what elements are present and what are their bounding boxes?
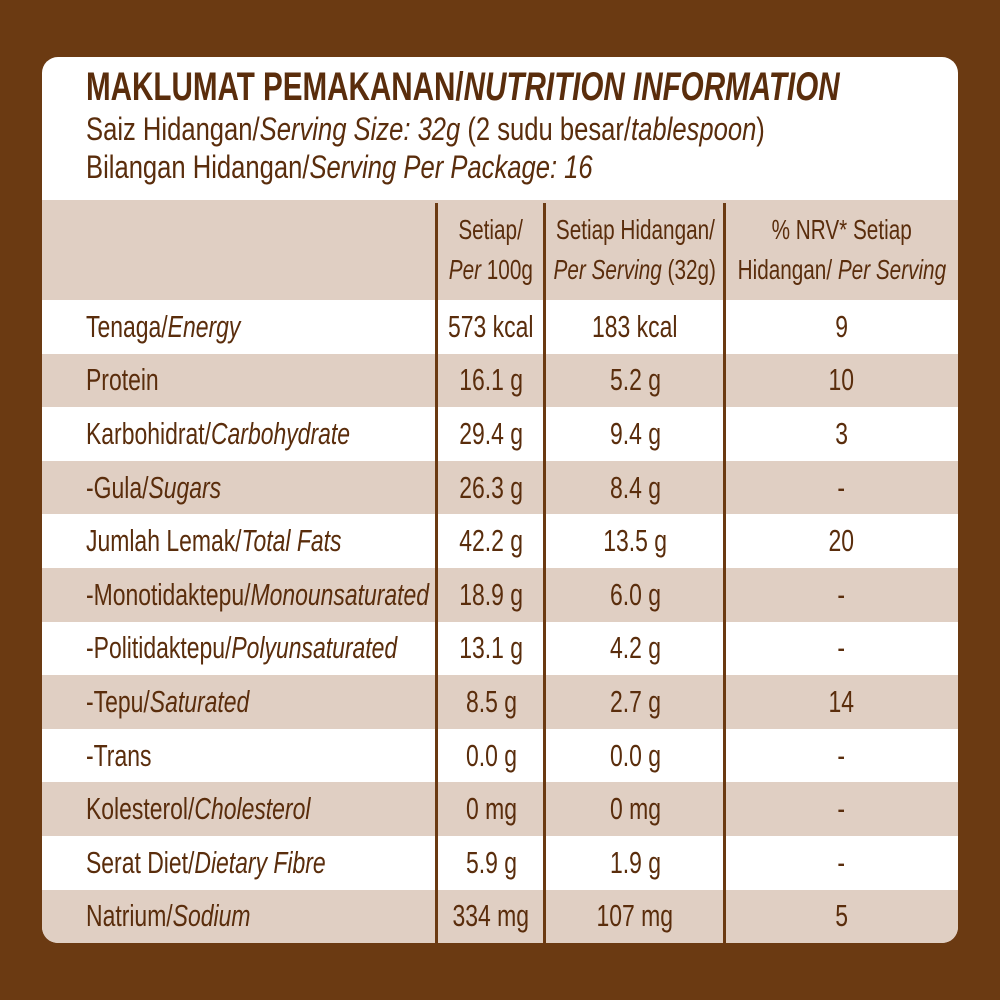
value-per-serving: 4.2 g (609, 630, 661, 666)
value-nrv: - (837, 844, 846, 880)
value-nrv: 5 (835, 898, 848, 934)
value-per-100g: 0 mg (465, 791, 517, 827)
table-row: -Trans 0.0 g 0.0 g - (42, 729, 958, 783)
table-row: Kolesterol/Cholesterol 0 mg 0 mg - (42, 782, 958, 836)
column-divider (435, 203, 438, 943)
value-per-serving: 5.2 g (609, 362, 661, 398)
nutrient-name: Natrium/Sodium (86, 898, 251, 934)
value-per-100g: 26.3 g (459, 469, 523, 505)
serving-size: Saiz Hidangan/Serving Size: 32g (2 sudu … (86, 111, 765, 147)
column-divider (723, 203, 726, 943)
value-per-100g: 334 mg (452, 898, 530, 934)
value-per-serving: 0 mg (609, 791, 661, 827)
header-nrv: % NRV* Setiap Hidangan/ Per Serving (737, 214, 946, 285)
header-per-serving: Setiap Hidangan/Per Serving (32g) (553, 214, 717, 285)
table-row: Serat Diet/Dietary Fibre 5.9 g 1.9 g - (42, 836, 958, 890)
nutrient-name: -Trans (86, 737, 152, 773)
value-per-100g: 0.0 g (465, 737, 517, 773)
value-per-100g: 18.9 g (459, 576, 523, 612)
value-per-100g: 8.5 g (465, 683, 517, 719)
nutrient-name: Karbohidrat/Carbohydrate (86, 415, 350, 451)
nutrient-name: Serat Diet/Dietary Fibre (86, 844, 326, 880)
table-row: -Tepu/Saturated 8.5 g 2.7 g 14 (42, 675, 958, 729)
value-nrv: - (837, 737, 846, 773)
value-per-serving: 183 kcal (592, 308, 678, 344)
table-row: Jumlah Lemak/Total Fats 42.2 g 13.5 g 20 (42, 514, 958, 568)
value-nrv: - (837, 469, 846, 505)
value-nrv: 20 (828, 523, 855, 559)
column-divider (543, 203, 546, 943)
value-nrv: 14 (828, 683, 855, 719)
value-per-serving: 6.0 g (609, 576, 661, 612)
nutrition-label: MAKLUMAT PEMAKANAN/NUTRITION INFORMATION… (42, 57, 958, 943)
value-nrv: - (837, 791, 846, 827)
value-per-100g: 42.2 g (459, 523, 523, 559)
value-per-serving: 107 mg (596, 898, 674, 934)
value-per-100g: 13.1 g (459, 630, 523, 666)
nutrient-name: Protein (86, 362, 159, 398)
header-per-100g: Setiap/Per 100g (448, 214, 534, 285)
nutrient-name: -Politidaktepu/Polyunsaturated (86, 630, 398, 666)
value-per-serving: 8.4 g (609, 469, 661, 505)
table-row: Protein 16.1 g 5.2 g 10 (42, 353, 958, 408)
value-per-serving: 9.4 g (609, 415, 661, 451)
value-per-100g: 29.4 g (459, 415, 523, 451)
table-row: Karbohidrat/Carbohydrate 29.4 g 9.4 g 3 (42, 407, 958, 461)
servings-per-package: Bilangan Hidangan/Serving Per Package: 1… (86, 149, 593, 185)
table-row: -Gula/Sugars 26.3 g 8.4 g - (42, 460, 958, 515)
value-per-100g: 16.1 g (459, 362, 523, 398)
value-per-100g: 5.9 g (465, 844, 517, 880)
table-row: -Politidaktepu/Polyunsaturated 13.1 g 4.… (42, 622, 958, 676)
value-nrv: 9 (835, 308, 848, 344)
value-nrv: - (837, 630, 846, 666)
label-title: MAKLUMAT PEMAKANAN/NUTRITION INFORMATION (86, 65, 840, 109)
value-per-serving: 0.0 g (609, 737, 661, 773)
nutrient-name: -Gula/Sugars (86, 469, 222, 505)
value-per-100g: 573 kcal (448, 308, 534, 344)
table-header (42, 200, 958, 300)
value-nrv: 10 (828, 362, 855, 398)
nutrient-name: -Tepu/Saturated (86, 683, 250, 719)
table-row: Tenaga/Energy 573 kcal 183 kcal 9 (42, 300, 958, 354)
table-row: -Monotidaktepu/Monounsaturated 18.9 g 6.… (42, 568, 958, 622)
nutrient-name: Kolesterol/Cholesterol (86, 791, 311, 827)
value-per-serving: 2.7 g (609, 683, 661, 719)
nutrient-name: Tenaga/Energy (86, 308, 241, 344)
nutrient-name: -Monotidaktepu/Monounsaturated (86, 576, 430, 612)
value-per-serving: 1.9 g (609, 844, 661, 880)
value-per-serving: 13.5 g (603, 523, 667, 559)
value-nrv: 3 (835, 415, 848, 451)
table-row: Natrium/Sodium 334 mg 107 mg 5 (42, 889, 958, 943)
value-nrv: - (837, 576, 846, 612)
nutrient-name: Jumlah Lemak/Total Fats (86, 523, 342, 559)
